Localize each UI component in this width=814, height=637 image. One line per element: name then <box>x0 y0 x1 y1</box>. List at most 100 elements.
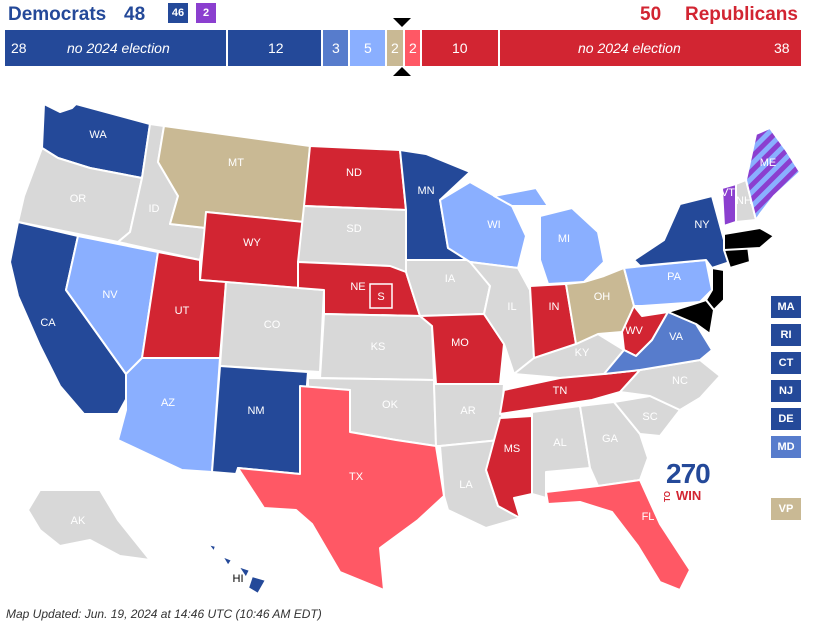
democrat-seats-badge: 46 <box>168 3 188 23</box>
270towin-logo[interactable]: 270 TO WIN <box>662 458 722 504</box>
nebraska-special-box <box>369 283 393 309</box>
state-label-IA: IA <box>445 273 456 285</box>
state-label-UT: UT <box>175 305 190 317</box>
bar-lean-rep-count: 2 <box>409 40 417 56</box>
state-MI[interactable] <box>493 187 605 285</box>
bar-safe-dem-count: 12 <box>268 40 284 56</box>
state-NM[interactable] <box>211 365 309 475</box>
state-label-MO: MO <box>451 337 469 349</box>
state-label-SC: SC <box>642 411 657 423</box>
state-label-LA: LA <box>459 479 473 491</box>
state-label-WY: WY <box>243 237 261 249</box>
state-label-KS: KS <box>371 341 386 353</box>
majority-marker-top-icon <box>393 18 411 27</box>
state-HI[interactable] <box>207 543 267 595</box>
map-svg: WA OR CA NV ID MT WY UT AZ CO NM ND SD NE KS OK TX MN IA MO… <box>9 103 801 595</box>
republicans-title: Republicans <box>685 4 798 25</box>
state-label-S: S <box>377 291 384 303</box>
state-label-KY: KY <box>575 347 590 359</box>
state-label-MT: MT <box>228 157 244 169</box>
bar-lean-dem-count: 5 <box>364 40 372 56</box>
democrats-seat-total: 48 <box>124 4 146 25</box>
seat-balance-bar: 28 no 2024 election 12 3 5 2 2 10 no 202… <box>5 30 801 66</box>
state-label-CA: CA <box>40 317 56 329</box>
vp-box[interactable]: VP <box>771 498 801 520</box>
state-label-ID: ID <box>149 203 160 215</box>
state-label-HI: HI <box>233 573 244 585</box>
state-AK[interactable] <box>27 489 151 561</box>
state-label-IL: IL <box>507 301 516 313</box>
state-label-OH: OH <box>594 291 611 303</box>
state-label-WV: WV <box>625 325 643 337</box>
state-label-NM: NM <box>247 405 264 417</box>
state-ME[interactable] <box>745 127 801 221</box>
state-label-MS: MS <box>504 443 521 455</box>
state-label-PA: PA <box>667 271 682 283</box>
state-label-NY: NY <box>694 219 710 231</box>
democrats-title: Democrats <box>8 4 107 25</box>
state-label-FL: FL <box>642 511 655 523</box>
side-box-MA[interactable]: MA <box>771 296 801 318</box>
state-SC[interactable] <box>613 395 681 437</box>
bar-dem-no-election-count: 28 <box>11 40 27 56</box>
bar-safe-rep[interactable]: 10 <box>422 30 500 66</box>
state-MA[interactable] <box>723 227 775 251</box>
state-label-VT: VT <box>721 187 735 199</box>
bar-safe-rep-count: 10 <box>452 40 468 56</box>
state-label-NV: NV <box>102 289 118 301</box>
bar-safe-dem[interactable]: 12 <box>228 30 323 66</box>
state-label-NE: NE <box>350 281 365 293</box>
state-label-CO: CO <box>264 319 281 331</box>
side-box-NJ[interactable]: NJ <box>771 380 801 402</box>
bar-dem-no-election[interactable]: 28 no 2024 election <box>5 30 228 66</box>
bar-likely-dem[interactable]: 3 <box>323 30 350 66</box>
majority-marker-bottom-icon <box>393 67 411 76</box>
side-box-DE[interactable]: DE <box>771 408 801 430</box>
bar-tossup-count: 2 <box>391 40 399 56</box>
state-NY[interactable] <box>633 195 731 269</box>
logo-number: 270 <box>666 458 711 489</box>
side-box-CT[interactable]: CT <box>771 352 801 374</box>
logo-win: WIN <box>676 488 702 503</box>
republicans-seat-total: 50 <box>640 4 662 25</box>
side-box-RI[interactable]: RI <box>771 324 801 346</box>
state-MT[interactable] <box>157 125 311 229</box>
state-label-ND: ND <box>346 167 362 179</box>
side-box-MD[interactable]: MD <box>771 436 801 458</box>
bar-likely-dem-count: 3 <box>332 40 340 56</box>
state-TX[interactable] <box>237 385 445 591</box>
state-label-TN: TN <box>553 385 568 397</box>
bar-rep-no-election[interactable]: no 2024 election 38 <box>500 30 801 66</box>
state-label-AK: AK <box>71 515 86 527</box>
state-label-MI: MI <box>558 233 570 245</box>
state-label-NH: NH <box>736 195 752 207</box>
state-label-WA: WA <box>89 129 107 141</box>
state-label-MN: MN <box>417 185 434 197</box>
state-PA[interactable] <box>623 259 713 307</box>
state-WY[interactable] <box>199 211 305 289</box>
state-label-SD: SD <box>346 223 361 235</box>
state-label-IN: IN <box>549 301 560 313</box>
state-label-VA: VA <box>669 331 684 343</box>
bar-rep-no-election-count: 38 <box>774 40 790 56</box>
header: Democrats 48 46 2 50 Republicans <box>0 0 814 30</box>
state-label-OK: OK <box>382 399 399 411</box>
state-label-ME: ME <box>760 157 777 169</box>
map-updated-footer: Map Updated: Jun. 19, 2024 at 14:46 UTC … <box>6 607 322 621</box>
state-label-AZ: AZ <box>161 397 175 409</box>
us-senate-map: WA OR CA NV ID MT WY UT AZ CO NM ND SD NE KS OK TX MN IA MO… <box>0 90 814 600</box>
state-label-AR: AR <box>460 405 475 417</box>
state-label-NC: NC <box>672 375 688 387</box>
state-FL[interactable] <box>545 479 691 591</box>
state-WI[interactable] <box>439 181 527 269</box>
bar-lean-rep[interactable]: 2 <box>405 30 422 66</box>
state-label-WI: WI <box>487 219 500 231</box>
state-label-GA: GA <box>602 433 619 445</box>
state-label-TX: TX <box>349 471 364 483</box>
state-label-AL: AL <box>553 437 566 449</box>
bar-lean-dem[interactable]: 5 <box>350 30 387 66</box>
logo-to: TO <box>663 491 672 502</box>
state-AZ[interactable] <box>117 357 221 473</box>
state-MD[interactable] <box>667 299 715 335</box>
bar-tossup[interactable]: 2 <box>387 30 405 66</box>
